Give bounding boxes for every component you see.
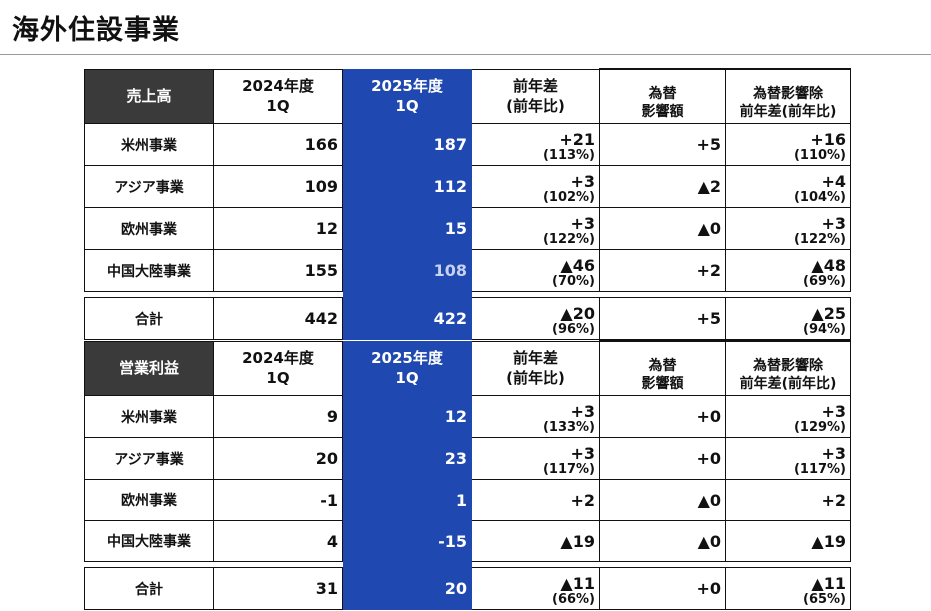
- table-header-row: 売上高 2024年度 1Q 2025年度 1Q 前年差 (前年比) 為替 影響額 為替影…: [84, 68, 851, 124]
- header-ex-fx: 為替影響除 前年差(前年比): [725, 340, 851, 396]
- exfx-cell: ▲48 (69%): [725, 249, 851, 292]
- header-curr-year: 2025年度 1Q: [342, 340, 472, 396]
- header-fx: 為替 影響額: [599, 340, 726, 396]
- row-label: アジア事業: [84, 165, 214, 208]
- exfx-cell: +16 (110%): [725, 123, 851, 166]
- table-row: 欧州事業 -1 1 +2 ▲0 +2: [84, 479, 851, 521]
- header-yoy: 前年差 (前年比): [471, 68, 600, 124]
- fx-value: ▲2: [599, 165, 726, 208]
- yoy-cell: +3 (117%): [471, 437, 600, 480]
- prev-value: 20: [213, 437, 343, 480]
- exfx-cell: +4 (104%): [725, 165, 851, 208]
- op-income-label: 営業利益: [84, 340, 214, 396]
- row-label: 米州事業: [84, 123, 214, 166]
- prev-value: 9: [213, 395, 343, 438]
- header-prev-year: 2024年度 1Q: [213, 68, 343, 124]
- fx-value: +2: [599, 249, 726, 292]
- title-divider: [0, 54, 931, 55]
- exfx-cell: +3 (129%): [725, 395, 851, 438]
- prev-value: 109: [213, 165, 343, 208]
- table-row: アジア事業 109 112 +3 (102%) ▲2 +4 (104%): [84, 165, 851, 208]
- sales-label: 売上高: [84, 68, 214, 124]
- row-label: 合計: [84, 297, 214, 340]
- yoy-cell: +21 (113%): [471, 123, 600, 166]
- row-label: 欧州事業: [84, 207, 214, 250]
- fx-value: +0: [599, 567, 726, 610]
- table-header-row: 営業利益 2024年度 1Q 2025年度 1Q 前年差 (前年比) 為替 影響額 為替…: [84, 340, 851, 396]
- yoy-cell: ▲20 (96%): [471, 297, 600, 340]
- curr-value: 1: [342, 479, 472, 521]
- exfx-value: +2: [725, 479, 851, 521]
- sales-table: 売上高 2024年度 1Q 2025年度 1Q 前年差 (前年比) 為替 影響額 為替影…: [84, 68, 851, 340]
- curr-value: 12: [342, 395, 472, 438]
- table-row: アジア事業 20 23 +3 (117%) +0 +3 (117%): [84, 437, 851, 480]
- table-row: 欧州事業 12 15 +3 (122%) ▲0 +3 (122%): [84, 207, 851, 250]
- table-row: 中国大陸事業 4 -15 ▲19 ▲0 ▲19: [84, 520, 851, 562]
- row-label: 欧州事業: [84, 479, 214, 521]
- table-gap: [84, 291, 851, 298]
- table-row: 中国大陸事業 155 108 ▲46 (70%) +2 ▲48 (69%): [84, 249, 851, 292]
- curr-value: -15: [342, 520, 472, 562]
- row-label: 中国大陸事業: [84, 520, 214, 562]
- fx-value: ▲0: [599, 479, 726, 521]
- header-prev-year: 2024年度 1Q: [213, 340, 343, 396]
- fx-value: ▲0: [599, 520, 726, 562]
- prev-value: 4: [213, 520, 343, 562]
- exfx-cell: +3 (122%): [725, 207, 851, 250]
- curr-value: 112: [342, 165, 472, 208]
- row-label: アジア事業: [84, 437, 214, 480]
- yoy-cell: ▲11 (66%): [471, 567, 600, 610]
- row-label: 中国大陸事業: [84, 249, 214, 292]
- table-row: 米州事業 9 12 +3 (133%) +0 +3 (129%): [84, 395, 851, 438]
- table-row: 米州事業 166 187 +21 (113%) +5 +16 (110%): [84, 123, 851, 166]
- prev-value: 166: [213, 123, 343, 166]
- exfx-cell: ▲25 (94%): [725, 297, 851, 340]
- prev-value: 442: [213, 297, 343, 340]
- prev-value: 155: [213, 249, 343, 292]
- exfx-cell: +3 (117%): [725, 437, 851, 480]
- fx-value: +0: [599, 437, 726, 480]
- header-curr-year: 2025年度 1Q: [342, 68, 472, 124]
- yoy-cell: +3 (133%): [471, 395, 600, 438]
- header-ex-fx: 為替影響除 前年差(前年比): [725, 68, 851, 124]
- yoy-value: ▲19: [471, 520, 600, 562]
- op-income-table-section: 営業利益 2024年度 1Q 2025年度 1Q 前年差 (前年比) 為替 影響額 為替…: [84, 340, 851, 610]
- page-title: 海外住設事業: [12, 15, 180, 46]
- header-yoy: 前年差 (前年比): [471, 340, 600, 396]
- exfx-value: ▲19: [725, 520, 851, 562]
- fx-value: ▲0: [599, 207, 726, 250]
- total-row: 合計 442 422 ▲20 (96%) +5 ▲25 (94%): [84, 297, 851, 340]
- exfx-cell: ▲11 (65%): [725, 567, 851, 610]
- row-label: 米州事業: [84, 395, 214, 438]
- yoy-cell: +3 (122%): [471, 207, 600, 250]
- curr-value: 422: [342, 297, 472, 340]
- curr-value: 23: [342, 437, 472, 480]
- header-fx: 為替 影響額: [599, 68, 726, 124]
- yoy-value: +2: [471, 479, 600, 521]
- yoy-cell: +3 (102%): [471, 165, 600, 208]
- op-income-table: 営業利益 2024年度 1Q 2025年度 1Q 前年差 (前年比) 為替 影響額 為替…: [84, 340, 851, 610]
- curr-value: 108: [342, 249, 472, 292]
- curr-value: 15: [342, 207, 472, 250]
- prev-value: -1: [213, 479, 343, 521]
- total-row: 合計 31 20 ▲11 (66%) +0 ▲11 (65%): [84, 567, 851, 610]
- prev-value: 31: [213, 567, 343, 610]
- curr-value: 187: [342, 123, 472, 166]
- yoy-cell: ▲46 (70%): [471, 249, 600, 292]
- fx-value: +5: [599, 297, 726, 340]
- row-label: 合計: [84, 567, 214, 610]
- fx-value: +0: [599, 395, 726, 438]
- fx-value: +5: [599, 123, 726, 166]
- sales-table-section: 売上高 2024年度 1Q 2025年度 1Q 前年差 (前年比) 為替 影響額 為替影…: [84, 68, 851, 340]
- prev-value: 12: [213, 207, 343, 250]
- curr-value: 20: [342, 567, 472, 610]
